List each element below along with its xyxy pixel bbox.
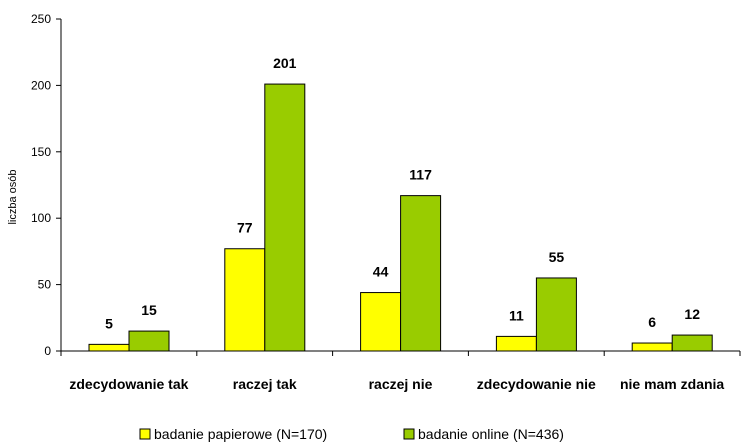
data-label: 201: [273, 55, 297, 71]
x-category-label: raczej tak: [233, 376, 297, 392]
y-tick-label: 50: [38, 278, 52, 292]
bar-online-3: [535, 277, 577, 352]
bar-online-1: [264, 83, 306, 352]
data-label: 11: [509, 307, 524, 323]
bar-online-0: [128, 330, 170, 352]
plot-area: 0 50 100 150 200 250 5 15 zdecydowanie tak 77 201 r…: [31, 12, 741, 392]
legend: badanie papierowe (N=170) badanie online …: [139, 426, 564, 442]
data-label: 15: [141, 302, 157, 318]
y-tick-label: 200: [31, 78, 51, 92]
data-label: 117: [409, 167, 432, 183]
legend-label: badanie papierowe (N=170): [154, 426, 327, 442]
data-label: 6: [648, 314, 656, 330]
x-category-label: nie mam zdania: [620, 376, 724, 392]
bar-online-2: [400, 195, 442, 352]
bar-paper-1: [224, 248, 266, 352]
legend-swatch: [139, 428, 151, 440]
data-label: 12: [684, 306, 700, 322]
x-category-label: zdecydowanie tak: [69, 376, 188, 392]
y-axis-title: liczba osób: [7, 169, 19, 224]
y-tick-label: 150: [31, 145, 51, 159]
legend-label: badanie online (N=436): [418, 426, 564, 442]
bar-paper-4: [631, 342, 673, 352]
y-tick-label: 250: [31, 12, 51, 26]
x-category-label: raczej nie: [369, 376, 433, 392]
bar-paper-0: [88, 343, 130, 352]
data-label: 44: [373, 264, 389, 280]
legend-swatch: [403, 428, 415, 440]
y-tick-label: 100: [31, 211, 51, 225]
data-label: 77: [237, 220, 253, 236]
data-label: 5: [105, 315, 113, 331]
y-tick-label: 0: [44, 344, 51, 358]
x-category-label: zdecydowanie nie: [477, 376, 596, 392]
bar-paper-3: [495, 335, 537, 352]
data-label: 55: [549, 249, 565, 265]
bar-online-4: [671, 334, 713, 352]
bar-paper-2: [360, 292, 402, 352]
